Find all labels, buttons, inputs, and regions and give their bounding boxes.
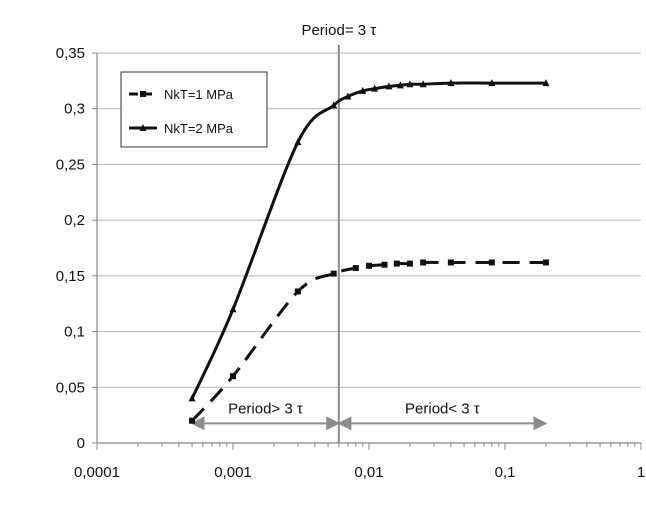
data-point-nkt-2 [330,101,338,109]
period-greater-label: Period> 3 τ [228,400,303,417]
x-tick-label: 0,0001 [74,464,120,481]
period-less-label: Period< 3 τ [405,400,480,417]
data-point-nkt-1 [488,259,495,266]
y-tick-label: 0,05 [56,379,85,396]
data-point-nkt-2 [371,84,379,92]
data-point-nkt-2 [447,79,455,87]
data-point-nkt-1 [294,288,301,295]
data-point-nkt-1 [542,259,549,266]
data-point-nkt-2 [229,305,237,313]
legend: NkT=1 MPa NkT=2 MPa [120,71,268,148]
data-point-nkt-2 [294,138,302,146]
data-point-nkt-1 [366,262,372,269]
data-point-nkt-2 [344,92,352,100]
y-tick-label: 0,2 [64,212,85,229]
y-tick-label: 0,15 [56,268,85,285]
y-tick-label: 0,35 [56,45,85,62]
data-point-nkt-1 [447,259,454,266]
data-point-nkt-2 [359,86,367,94]
legend-marker-nkt-1 [140,91,146,97]
legend-label-nkt-1: NkT=1 MPa [164,87,234,102]
x-tick-label: 1 [637,464,645,481]
data-point-nkt-1 [406,260,413,267]
series-line-1 [190,260,546,422]
data-point-nkt-2 [542,79,550,87]
data-point-nkt-2 [419,80,427,88]
series-layer [188,79,550,424]
data-point-nkt-2 [406,80,414,88]
period-annotation: Period= 3 τ Period> 3 τ Period< 3 τ [190,22,548,443]
legend-box [120,71,268,148]
period-equal-label: Period= 3 τ [301,22,376,39]
x-tick-label: 0,01 [354,464,383,481]
data-point-nkt-2 [188,394,196,402]
data-point-nkt-2 [488,79,496,87]
y-axis-ticks: 0 0,05 0,1 0,15 0,2 0,25 0,3 0,35 [56,45,97,452]
legend-label-nkt-2: NkT=2 MPa [164,121,234,136]
data-point-nkt-1 [381,261,388,268]
y-tick-label: 0,1 [64,324,85,341]
data-point-nkt-2 [385,82,393,90]
data-point-nkt-2 [396,81,404,89]
data-point-nkt-1 [393,260,400,267]
x-tick-label: 0,001 [214,464,252,481]
x-tick-label: 0,1 [495,464,516,481]
legend-marker-nkt-2 [139,124,147,131]
data-point-nkt-1 [420,259,427,266]
data-point-nkt-1 [189,417,196,424]
y-tick-label: 0,25 [56,156,85,173]
x-axis-ticks: 0,0001 0,001 0,01 0,1 1 [74,443,645,481]
y-tick-label: 0 [77,435,85,452]
y-tick-label: 0,3 [64,101,85,118]
data-point-nkt-1 [330,270,337,277]
data-point-nkt-1 [230,373,236,380]
data-point-nkt-1 [352,265,359,272]
